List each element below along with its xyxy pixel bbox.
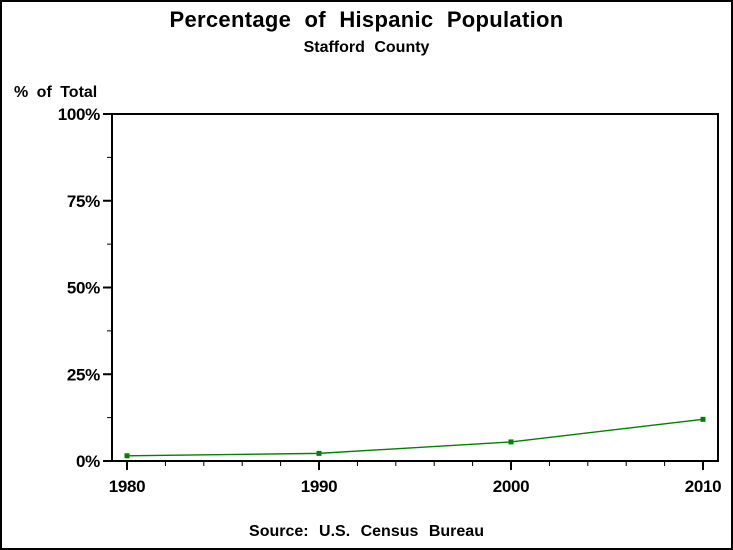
data-point-marker [508, 439, 514, 445]
chart-subtitle: Stafford County [303, 39, 430, 56]
y-axis-title: % of Total [14, 84, 98, 101]
source-footnote: Source: U.S. Census Bureau [249, 523, 484, 540]
data-point-marker [316, 450, 322, 456]
y-tick-label: 50% [67, 279, 100, 298]
plot-frame [111, 113, 719, 462]
x-tick-label: 1990 [301, 477, 338, 496]
y-tick-label: 25% [67, 365, 100, 384]
y-tick-label: 75% [67, 192, 100, 211]
y-tick-label: 100% [58, 105, 100, 124]
data-point-marker [700, 416, 706, 422]
data-line [126, 418, 704, 457]
x-tick-label: 2000 [493, 477, 530, 496]
x-tick-label: 2010 [685, 477, 722, 496]
y-tick-label: 0% [76, 452, 100, 471]
x-tick-label: 1980 [109, 477, 146, 496]
data-point-marker [124, 453, 130, 459]
chart-title: Percentage of Hispanic Population [169, 7, 564, 32]
